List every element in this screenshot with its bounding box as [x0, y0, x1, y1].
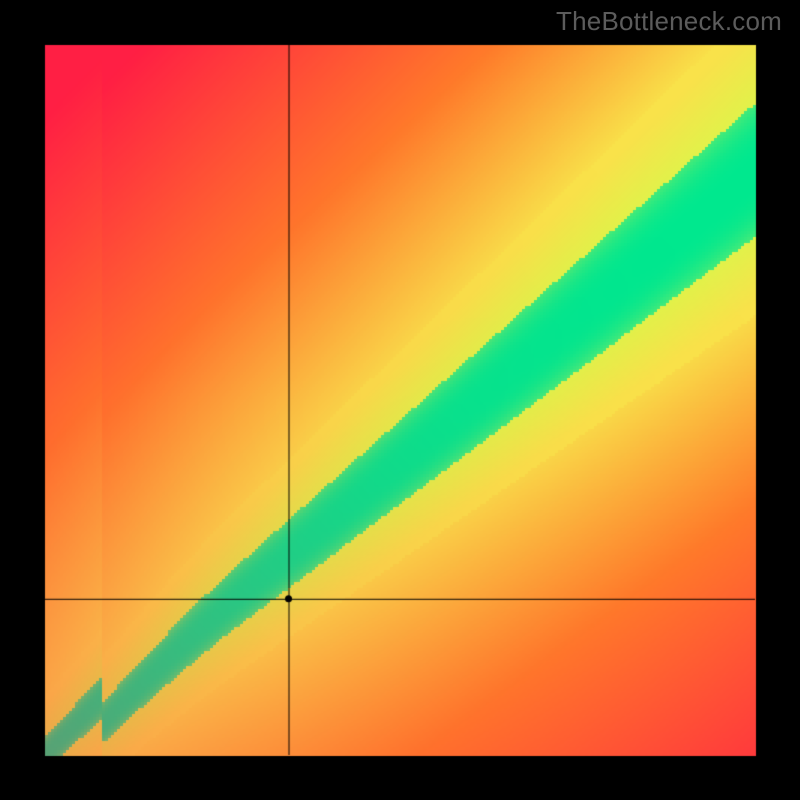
- heatmap-canvas: [0, 0, 800, 800]
- watermark-text: TheBottleneck.com: [556, 6, 782, 37]
- chart-container: TheBottleneck.com: [0, 0, 800, 800]
